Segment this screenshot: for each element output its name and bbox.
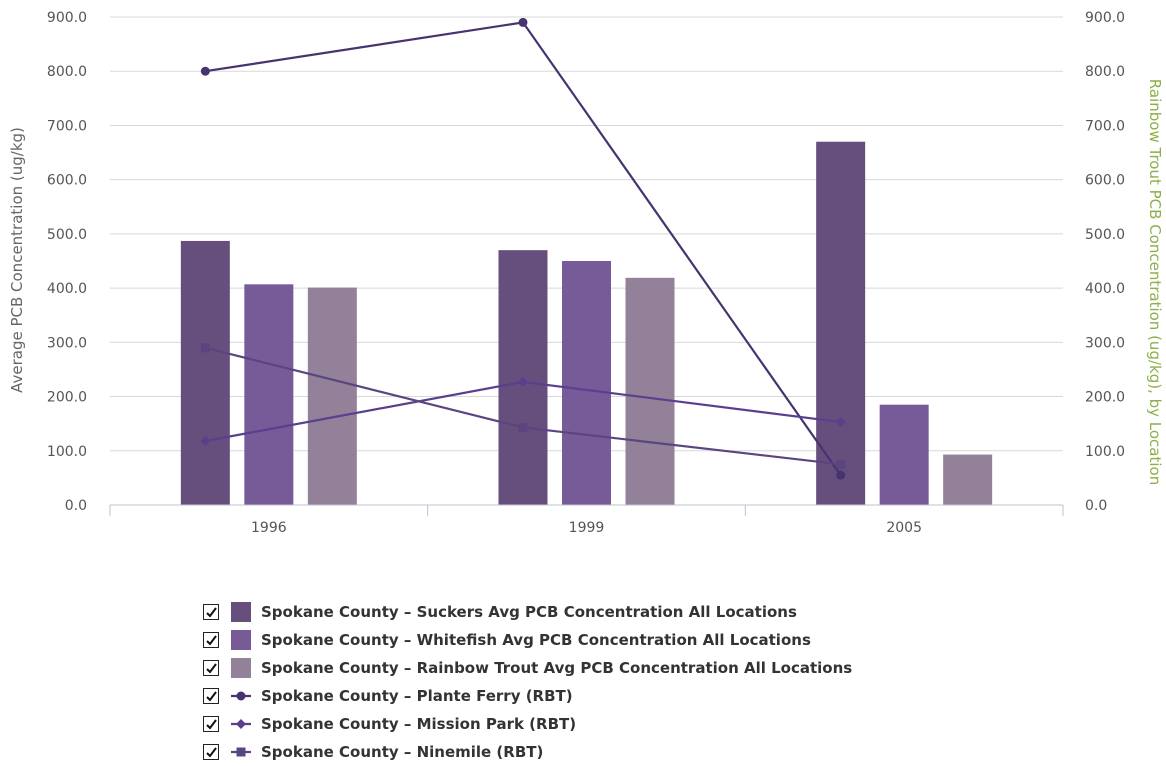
legend-checkbox-icon[interactable]: [203, 632, 219, 648]
right-tick-label: 700.0: [1085, 118, 1125, 134]
legend-bar-swatch-icon: [231, 658, 251, 678]
left-tick-label: 0.0: [65, 498, 87, 514]
left-axis-label: Average PCB Concentration (ug/kg): [8, 127, 26, 393]
legend-line-swatch-icon: [231, 686, 251, 706]
right-axis-label: Rainbow Trout PCB Concentration (ug/kg),…: [1146, 79, 1164, 485]
legend-item[interactable]: Spokane County – Rainbow Trout Avg PCB C…: [203, 654, 852, 682]
left-tick-label: 500.0: [47, 227, 87, 243]
right-tick-label: 500.0: [1085, 227, 1125, 243]
left-tick-label: 700.0: [47, 118, 87, 134]
data-point: [836, 459, 846, 469]
data-point: [518, 17, 528, 27]
left-tick-label: 400.0: [47, 281, 87, 297]
bar: [244, 284, 294, 505]
bar: [816, 141, 866, 505]
legend-checkbox-icon[interactable]: [203, 716, 219, 732]
right-tick-label: 300.0: [1085, 335, 1125, 351]
legend-label: Spokane County – Suckers Avg PCB Concent…: [261, 603, 797, 621]
right-tick-label: 100.0: [1085, 444, 1125, 460]
right-tick-label: 600.0: [1085, 173, 1125, 189]
legend-item[interactable]: Spokane County – Ninemile (RBT): [203, 738, 852, 766]
legend-label: Spokane County – Mission Park (RBT): [261, 715, 577, 733]
bar: [879, 404, 929, 505]
bar: [625, 277, 675, 505]
legend-line-swatch-icon: [231, 742, 251, 762]
bar: [943, 454, 993, 505]
legend-line-swatch-icon: [231, 714, 251, 734]
left-tick-label: 800.0: [47, 64, 87, 80]
bar: [180, 240, 230, 505]
legend-item[interactable]: Spokane County – Mission Park (RBT): [203, 710, 852, 738]
right-tick-label: 0.0: [1085, 498, 1107, 514]
chart-canvas: 0.0 100.0 200.0 300.0 400.0 500.0 600.0 700.0 80…: [8, 10, 1164, 536]
legend-bar-swatch-icon: [231, 630, 251, 650]
legend-label: Spokane County – Whitefish Avg PCB Conce…: [261, 631, 811, 649]
right-tick-label: 200.0: [1085, 390, 1125, 406]
legend-label: Spokane County – Rainbow Trout Avg PCB C…: [261, 659, 853, 677]
legend-bar-swatch-icon: [231, 602, 251, 622]
legend: Spokane County – Suckers Avg PCB Concent…: [203, 598, 852, 766]
bar: [307, 287, 357, 505]
series-lines: [200, 17, 846, 480]
legend-item[interactable]: Spokane County – Suckers Avg PCB Concent…: [203, 598, 852, 626]
data-point: [835, 417, 846, 428]
axes: 0.0 100.0 200.0 300.0 400.0 500.0 600.0 700.0 80…: [47, 10, 1125, 536]
right-tick-label: 400.0: [1085, 281, 1125, 297]
x-tick-label: 2005: [886, 520, 922, 536]
left-tick-label: 300.0: [47, 335, 87, 351]
legend-item[interactable]: Spokane County – Plante Ferry (RBT): [203, 682, 852, 710]
bars: [180, 141, 993, 505]
legend-label: Spokane County – Plante Ferry (RBT): [261, 687, 573, 705]
data-point: [518, 422, 528, 432]
legend-checkbox-icon[interactable]: [203, 660, 219, 676]
left-tick-label: 900.0: [47, 10, 87, 26]
data-point: [518, 376, 528, 387]
legend-label: Spokane County – Ninemile (RBT): [261, 743, 544, 761]
data-point: [200, 436, 211, 447]
data-point: [200, 343, 210, 353]
right-tick-label: 800.0: [1085, 64, 1125, 80]
legend-item[interactable]: Spokane County – Whitefish Avg PCB Conce…: [203, 626, 852, 654]
legend-checkbox-icon[interactable]: [203, 744, 219, 760]
left-tick-label: 600.0: [47, 173, 87, 189]
data-point: [836, 470, 846, 480]
right-tick-label: 900.0: [1085, 10, 1125, 26]
left-tick-label: 200.0: [47, 390, 87, 406]
data-point: [200, 66, 210, 76]
legend-checkbox-icon[interactable]: [203, 604, 219, 620]
x-tick-label: 1996: [251, 520, 287, 536]
left-tick-label: 100.0: [47, 444, 87, 460]
legend-checkbox-icon[interactable]: [203, 688, 219, 704]
bar: [562, 261, 611, 505]
x-tick-label: 1999: [569, 520, 605, 536]
